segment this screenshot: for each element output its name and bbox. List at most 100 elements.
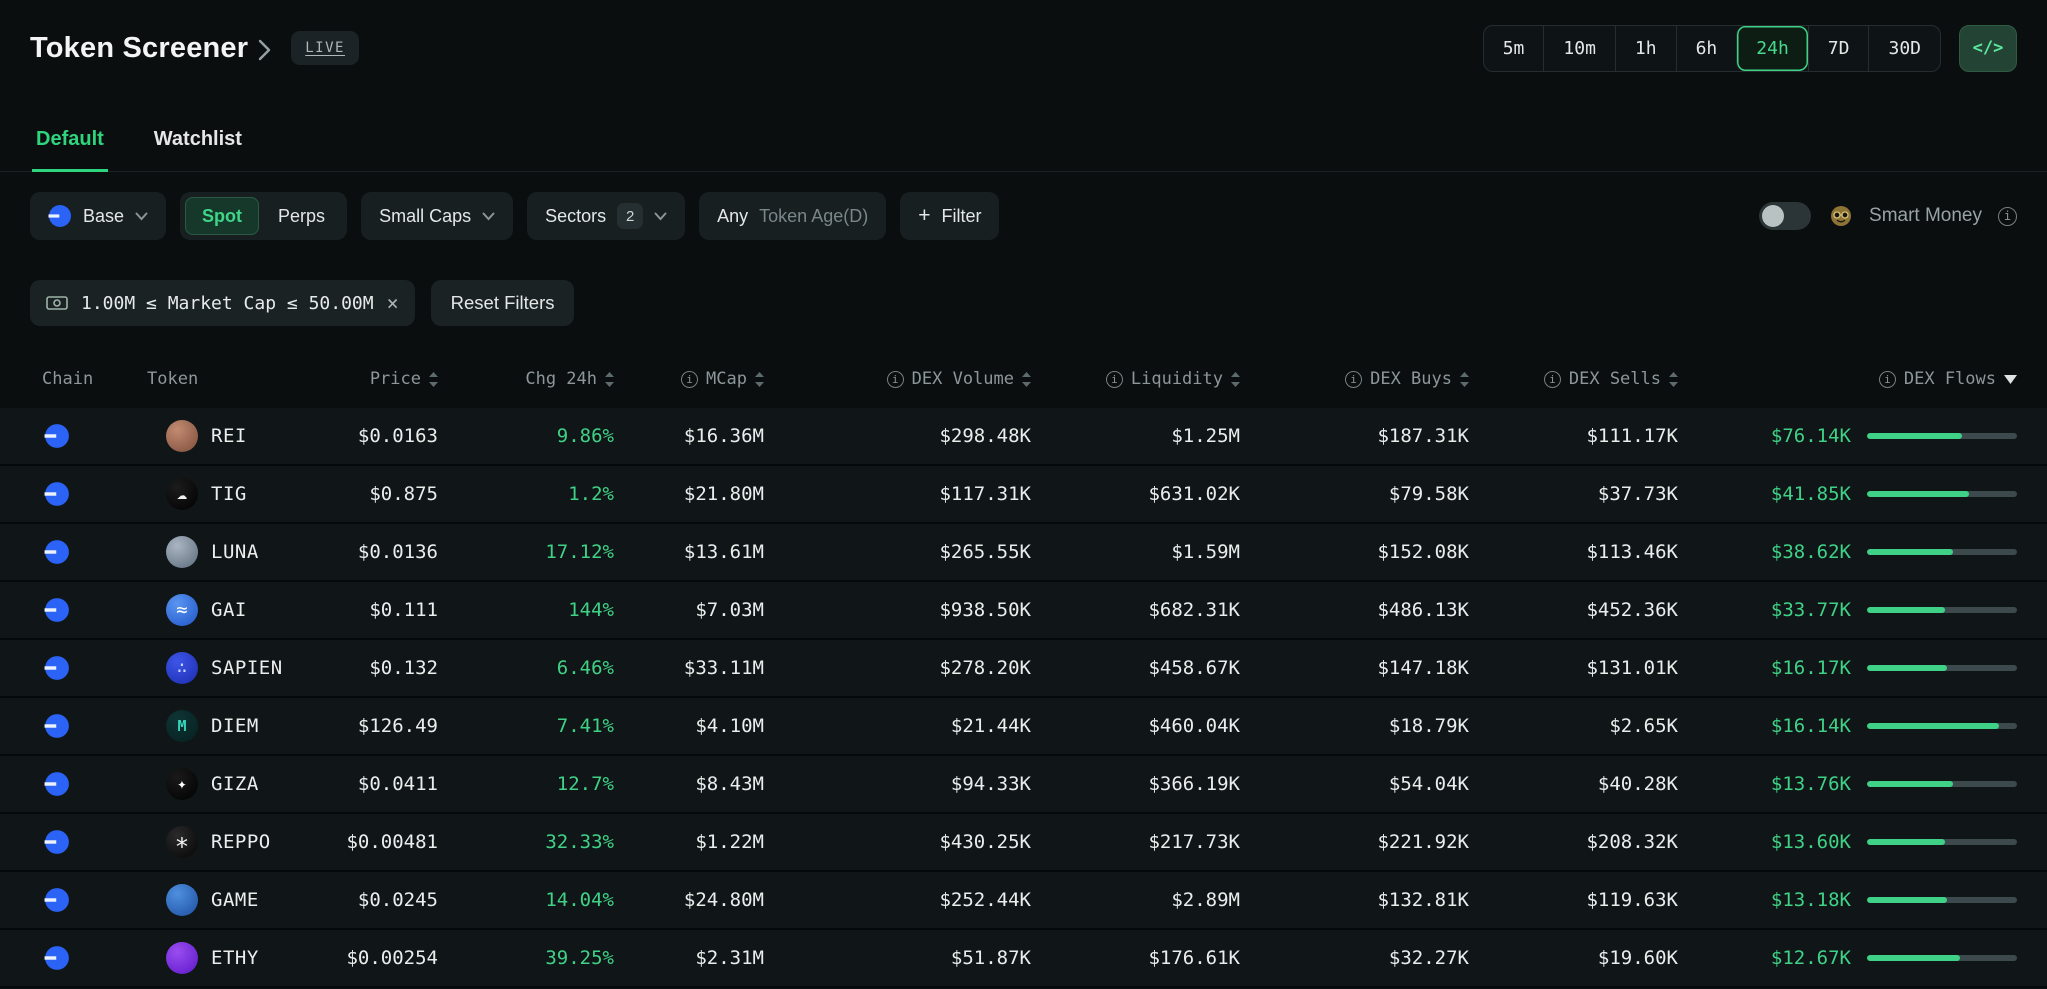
- sells-cell: $208.32K: [1586, 831, 1678, 853]
- chain-select[interactable]: Base: [30, 192, 167, 240]
- token-icon: [166, 536, 198, 568]
- token-symbol: ETHY: [211, 947, 259, 969]
- sort-icon: [1022, 371, 1031, 387]
- buys-cell: $18.79K: [1388, 715, 1469, 737]
- table-row[interactable]: REI $0.0163 9.86% $16.36M $298.48K $1.25…: [0, 408, 2047, 466]
- price-cell: $0.875: [369, 483, 438, 505]
- column-header-liquidity[interactable]: i Liquidity: [1031, 369, 1240, 389]
- info-icon: i: [1878, 370, 1896, 388]
- time-range-6h[interactable]: 6h: [1675, 25, 1737, 71]
- column-header-price[interactable]: Price: [303, 369, 438, 389]
- chain-cell: [30, 713, 147, 739]
- sectors-select[interactable]: Sectors 2: [527, 192, 686, 240]
- market-cap-filter-chip[interactable]: 1.00M ≤ Market Cap ≤ 50.00M ×: [30, 280, 415, 326]
- table-row[interactable]: ✦ GIZA $0.0411 12.7% $8.43M $94.33K $366…: [0, 756, 2047, 814]
- column-header-dex-sells[interactable]: i DEX Sells: [1469, 369, 1678, 389]
- flows-value: $16.17K: [1770, 657, 1851, 679]
- add-filter-button[interactable]: + Filter: [900, 192, 1000, 240]
- price-cell: $0.0411: [357, 773, 438, 795]
- base-chain-icon: [44, 714, 69, 738]
- token-cell: REI: [147, 420, 303, 452]
- price-cell: $0.132: [369, 657, 438, 679]
- base-chain-icon: [44, 946, 69, 970]
- smart-money-info-icon[interactable]: i: [1998, 206, 2017, 226]
- liquidity-cell: $2.89M: [1171, 889, 1240, 911]
- token-symbol: REI: [211, 425, 247, 447]
- flow-bar: [1867, 897, 2017, 903]
- sells-cell: $2.65K: [1609, 715, 1678, 737]
- table-row[interactable]: ∴ SAPIEN $0.132 6.46% $33.11M $278.20K $…: [0, 640, 2047, 698]
- code-view-button[interactable]: </>: [1959, 24, 2017, 72]
- chain-cell: [30, 423, 147, 449]
- flow-bar: [1867, 955, 2017, 961]
- chain-cell: [30, 597, 147, 623]
- flow-bar: [1867, 433, 2017, 439]
- market-cap-select-label: Small Caps: [379, 205, 472, 226]
- token-age-value: Any: [717, 205, 749, 226]
- token-symbol: REPPO: [211, 831, 271, 853]
- token-icon: ✦: [166, 768, 198, 800]
- liquidity-cell: $366.19K: [1148, 773, 1240, 795]
- sort-icon: [605, 371, 614, 387]
- liquidity-cell: $1.25M: [1171, 425, 1240, 447]
- base-chain-icon: [44, 888, 69, 912]
- token-age-filter[interactable]: Any Token Age(D): [699, 192, 887, 240]
- smart-money-toggle[interactable]: [1759, 202, 1812, 230]
- sells-cell: $111.17K: [1586, 425, 1678, 447]
- table-row[interactable]: ☁ TIG $0.875 1.2% $21.80M $117.31K $631.…: [0, 466, 2047, 524]
- flows-cell: $41.85K: [1678, 483, 2017, 505]
- perps-option[interactable]: Perps: [278, 205, 326, 226]
- base-chain-icon: [44, 598, 69, 622]
- table-row[interactable]: LUNA $0.0136 17.12% $13.61M $265.55K $1.…: [0, 524, 2047, 582]
- flows-cell: $16.17K: [1678, 657, 2017, 679]
- market-type-toggle: Spot Perps: [180, 192, 348, 240]
- reset-filters-button[interactable]: Reset Filters: [430, 280, 575, 326]
- mcap-cell: $8.43M: [695, 773, 764, 795]
- time-range-24h[interactable]: 24h: [1736, 25, 1808, 71]
- sectors-count-badge: 2: [617, 203, 644, 229]
- column-header-mcap[interactable]: i MCap: [614, 369, 764, 389]
- info-icon: i: [1345, 370, 1363, 388]
- chg-cell: 39.25%: [545, 947, 614, 969]
- time-range-5m[interactable]: 5m: [1484, 26, 1544, 71]
- flows-cell: $12.67K: [1678, 947, 2017, 969]
- column-header-dex-flows[interactable]: i DEX Flows: [1678, 369, 2017, 389]
- chg-cell: 1.2%: [568, 483, 614, 505]
- mcap-cell: $2.31M: [695, 947, 764, 969]
- active-filters-row: 1.00M ≤ Market Cap ≤ 50.00M × Reset Filt…: [0, 256, 2047, 350]
- chevron-right-icon[interactable]: [258, 39, 271, 61]
- column-header-dex-buys[interactable]: i DEX Buys: [1240, 369, 1469, 389]
- time-range-7d[interactable]: 7D: [1807, 25, 1869, 71]
- buys-cell: $221.92K: [1377, 831, 1469, 853]
- table-row[interactable]: M DIEM $126.49 7.41% $4.10M $21.44K $460…: [0, 698, 2047, 756]
- tab-watchlist[interactable]: Watchlist: [153, 128, 242, 150]
- tab-default[interactable]: Default: [32, 128, 108, 172]
- sells-cell: $113.46K: [1586, 541, 1678, 563]
- market-cap-select[interactable]: Small Caps: [361, 192, 514, 240]
- flows-value: $12.67K: [1770, 947, 1851, 969]
- table-row[interactable]: ETHY $0.00254 39.25% $2.31M $51.87K $176…: [0, 930, 2047, 988]
- time-range-30d[interactable]: 30D: [1868, 25, 1940, 71]
- column-header-chg-24h[interactable]: Chg 24h: [438, 369, 614, 389]
- token-cell: ∗ REPPO: [147, 826, 303, 858]
- sells-cell: $37.73K: [1597, 483, 1678, 505]
- close-icon[interactable]: ×: [386, 291, 399, 315]
- mcap-cell: $33.11M: [683, 657, 764, 679]
- smart-money-icon: [1829, 204, 1853, 228]
- token-icon: ≈: [166, 594, 198, 626]
- time-range-1h[interactable]: 1h: [1614, 25, 1676, 71]
- column-header-dex-volume[interactable]: i DEX Volume: [764, 369, 1031, 389]
- flow-bar-fill: [1867, 549, 1953, 555]
- time-range-10m[interactable]: 10m: [1543, 25, 1615, 71]
- table-row[interactable]: GAME $0.0245 14.04% $24.80M $252.44K $2.…: [0, 872, 2047, 930]
- add-filter-label: Filter: [941, 205, 982, 226]
- price-cell: $0.00254: [346, 947, 438, 969]
- flow-bar-fill: [1867, 897, 1947, 903]
- flows-value: $13.76K: [1770, 773, 1851, 795]
- table-row[interactable]: ≈ GAI $0.111 144% $7.03M $938.50K $682.3…: [0, 582, 2047, 640]
- spot-option[interactable]: Spot: [185, 197, 260, 235]
- flow-bar: [1867, 665, 2017, 671]
- flow-bar: [1867, 781, 2017, 787]
- table-row[interactable]: ∗ REPPO $0.00481 32.33% $1.22M $430.25K …: [0, 814, 2047, 872]
- table-body: REI $0.0163 9.86% $16.36M $298.48K $1.25…: [0, 408, 2047, 988]
